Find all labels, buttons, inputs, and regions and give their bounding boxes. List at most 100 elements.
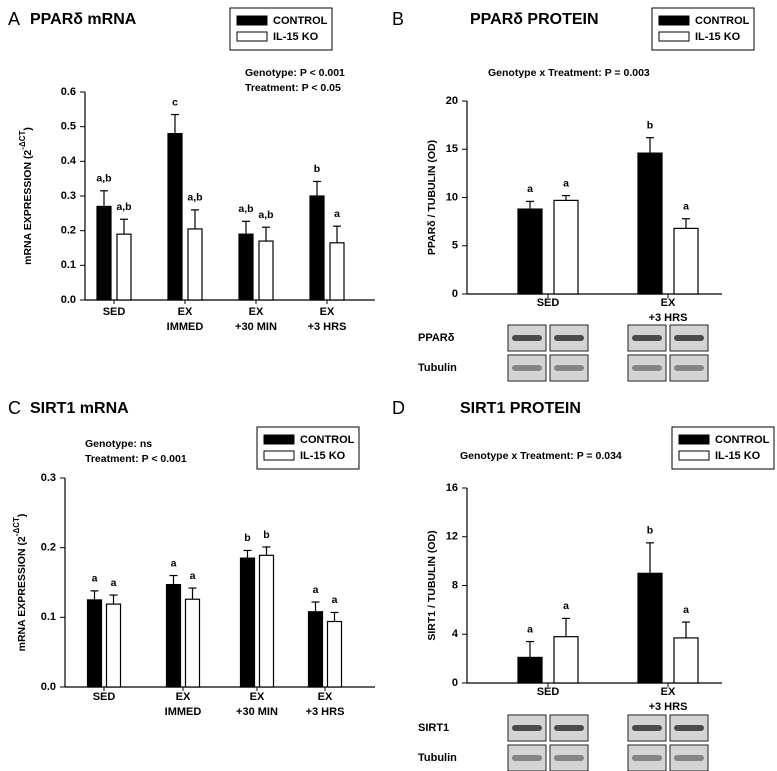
panel-label: C — [8, 398, 21, 418]
significance-label: a — [332, 594, 338, 606]
x-tick-label: SED — [93, 691, 116, 703]
bar — [238, 233, 254, 301]
blot-band — [512, 755, 542, 761]
bar — [307, 611, 324, 688]
significance-label: a,b — [96, 173, 111, 185]
x-tick-label: EX — [661, 686, 676, 698]
bar — [86, 599, 103, 688]
blot-label: Tubulin — [418, 362, 457, 374]
y-tick-label: 0 — [452, 677, 458, 689]
legend-label: CONTROL — [273, 15, 328, 27]
y-tick-label: 0.0 — [41, 681, 56, 693]
blot-band — [554, 725, 584, 731]
legend-box — [229, 7, 333, 51]
y-tick-label: 20 — [446, 95, 458, 107]
y-axis-label-sup: -ΔCT — [12, 517, 21, 536]
bar — [673, 637, 699, 684]
significance-label: a — [92, 573, 98, 585]
y-axis-label-text: SIRT1 / TUBULIN (OD) — [426, 530, 438, 640]
x-tick-label: +3 HRS — [649, 312, 688, 324]
legend-label: CONTROL — [300, 434, 355, 446]
legend-swatch — [263, 450, 295, 461]
x-tick-label: IMMED — [165, 706, 202, 718]
x-tick-label: EX — [661, 297, 676, 309]
y-axis-label: SIRT1 / TUBULIN (OD) — [426, 530, 438, 640]
chart-title: SIRT1 PROTEIN — [460, 400, 581, 417]
bar — [96, 205, 112, 301]
bar — [116, 233, 132, 301]
y-axis-label: PPARδ / TUBULIN (OD) — [426, 140, 438, 255]
x-tick-label: +3 HRS — [649, 701, 688, 713]
blot-band — [674, 755, 704, 761]
legend-swatch — [658, 15, 690, 26]
significance-label: a — [563, 177, 569, 189]
bar — [326, 620, 343, 688]
legend-swatch — [678, 450, 710, 461]
blot-band — [674, 725, 704, 731]
blot-band — [632, 755, 662, 761]
significance-label: b — [263, 529, 269, 541]
legend-box — [671, 426, 775, 470]
y-axis-label: mRNA EXPRESSION (2-ΔCT) — [18, 127, 34, 265]
legend-swatch — [263, 434, 295, 445]
chart-title: PPARδ mRNA — [30, 11, 137, 28]
y-axis-label: mRNA EXPRESSION (2-ΔCT) — [12, 514, 28, 652]
annotation: Treatment: P < 0.001 — [85, 453, 187, 465]
legend-box — [256, 426, 360, 470]
y-tick-label: 0.0 — [61, 294, 76, 306]
blot-band — [632, 335, 662, 341]
y-tick-label: 8 — [452, 579, 458, 591]
y-tick-label: 16 — [446, 482, 458, 494]
significance-label: b — [647, 525, 653, 537]
x-tick-label: SED — [537, 297, 560, 309]
legend-label: IL-15 KO — [715, 450, 761, 462]
blot-band — [554, 755, 584, 761]
y-tick-label: 12 — [446, 531, 458, 543]
significance-label: a — [527, 183, 533, 195]
x-tick-label: IMMED — [167, 321, 204, 333]
bar — [105, 603, 122, 688]
significance-label: a — [313, 584, 319, 596]
significance-label: a — [683, 604, 689, 616]
bar — [637, 572, 663, 684]
y-tick-label: 10 — [446, 191, 458, 203]
y-tick-label: 0.3 — [41, 472, 56, 484]
blot-band — [512, 335, 542, 341]
blot-label: PPARδ — [418, 332, 455, 344]
y-tick-label: 0.1 — [61, 259, 76, 271]
annotation: Genotype: P < 0.001 — [245, 67, 345, 79]
annotation: Genotype x Treatment: P = 0.003 — [488, 67, 650, 79]
legend-swatch — [236, 15, 268, 26]
y-tick-label: 15 — [446, 143, 458, 155]
y-tick-label: 0.3 — [61, 190, 76, 202]
significance-label: a — [683, 201, 689, 213]
x-tick-label: EX — [178, 306, 193, 318]
bar — [553, 199, 579, 295]
bar — [517, 208, 543, 295]
y-tick-label: 4 — [452, 628, 459, 640]
x-tick-label: +3 HRS — [306, 706, 345, 718]
significance-label: b — [314, 163, 320, 175]
y-axis-label-text: PPARδ / TUBULIN (OD) — [426, 140, 438, 255]
bar — [258, 554, 275, 688]
y-tick-label: 0.1 — [41, 611, 56, 623]
blot-band — [512, 365, 542, 371]
legend-box — [651, 7, 755, 51]
chart-title: PPARδ PROTEIN — [470, 11, 599, 28]
panel-label: B — [392, 9, 404, 29]
legend-label: CONTROL — [715, 434, 770, 446]
legend-label: CONTROL — [695, 15, 750, 27]
y-tick-label: 0.6 — [61, 86, 76, 98]
significance-label: a — [111, 577, 117, 589]
x-tick-label: SED — [103, 306, 126, 318]
blot-band — [512, 725, 542, 731]
significance-label: b — [244, 532, 250, 544]
significance-label: a — [527, 623, 533, 635]
legend-label: IL-15 KO — [695, 31, 741, 43]
y-tick-label: 0.2 — [41, 542, 56, 554]
bar — [517, 656, 543, 684]
bar — [165, 583, 182, 688]
y-axis-label-end: ) — [22, 127, 34, 131]
legend-label: IL-15 KO — [273, 31, 319, 43]
